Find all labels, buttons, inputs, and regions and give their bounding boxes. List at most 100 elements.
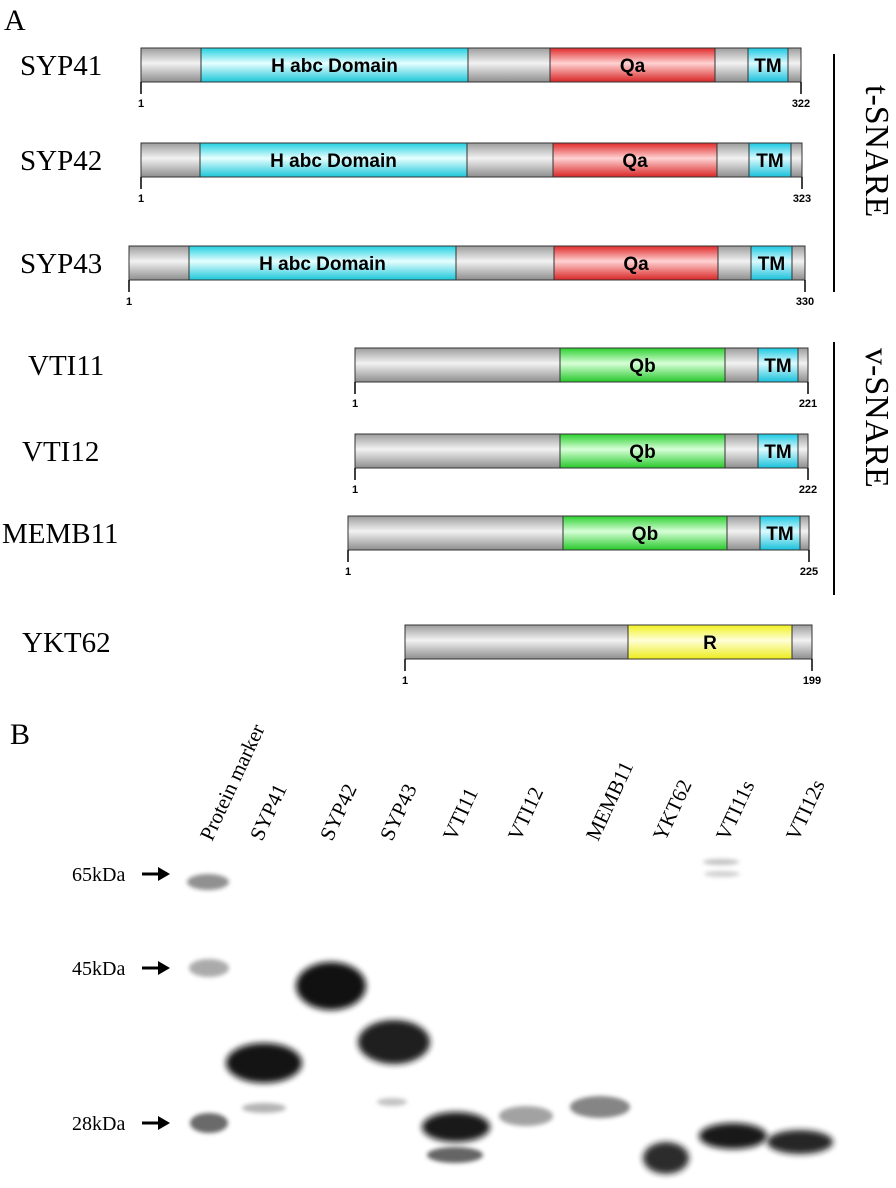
domain-qb-vti12 xyxy=(559,433,726,469)
protein-row-syp41: SYP41 H abc Domain Qa TM 1 322 xyxy=(20,47,810,110)
domain-label-tm-vti12: TM xyxy=(764,442,791,463)
protein-row-syp42: SYP42 H abc Domain Qa TM 1 323 xyxy=(20,142,811,205)
band-vti11s-faint-upper xyxy=(703,859,739,865)
domain-label-qa-syp41: Qa xyxy=(620,56,646,77)
lane-label-vti12s: VTI12s xyxy=(781,776,830,844)
band-vti11s-faint-lower xyxy=(704,871,740,877)
domain-label-habc-syp41: H abc Domain xyxy=(271,56,398,77)
panel-a-label: A xyxy=(4,4,26,37)
start-residue-vti11: 1 xyxy=(352,398,358,410)
domain-label-qb-vti12: Qb xyxy=(629,442,655,463)
lane-label-memb11: MEMB11 xyxy=(581,757,638,844)
marker-label-28kda: 28kDa xyxy=(72,1113,125,1135)
domain-tm-memb11 xyxy=(759,515,801,551)
domain-label-tm-syp41: TM xyxy=(754,56,781,77)
band-vti11s xyxy=(699,1123,767,1149)
band-ykt62 xyxy=(643,1142,689,1174)
domain-qb-vti11 xyxy=(559,347,726,383)
lane-label-vti11s: VTI11s xyxy=(711,777,760,845)
lane-label-vti11: VTI11 xyxy=(438,784,483,844)
protein-row-vti11: VTI11 Qb TM 1 221 xyxy=(28,347,817,410)
marker-label-65kda: 65kDa xyxy=(72,864,125,886)
end-residue-vti11: 221 xyxy=(799,398,817,410)
band-syp41-minor xyxy=(242,1103,286,1113)
lane-label-syp42: SYP42 xyxy=(315,780,362,844)
band-syp43 xyxy=(358,1020,430,1064)
band-vti12 xyxy=(499,1106,553,1126)
protein-name-syp41: SYP41 xyxy=(20,50,102,82)
lane-label-syp43: SYP43 xyxy=(375,780,422,844)
domain-label-habc-syp42: H abc Domain xyxy=(270,151,397,172)
protein-name-ykt62: YKT62 xyxy=(22,627,111,659)
domain-qa-syp42 xyxy=(552,142,718,178)
start-residue-ykt62: 1 xyxy=(402,675,408,687)
domain-qb-memb11 xyxy=(562,515,728,551)
protein-name-syp42: SYP42 xyxy=(20,145,102,177)
domain-tm-syp42 xyxy=(748,142,792,178)
domain-label-tm-syp43: TM xyxy=(758,254,785,275)
protein-row-syp43: SYP43 H abc Domain Qa TM 1 330 xyxy=(20,245,814,308)
protein-row-memb11: MEMB11 Qb TM 1 225 xyxy=(2,515,818,578)
start-residue-syp42: 1 xyxy=(138,193,144,205)
arrow-right-icon xyxy=(158,1116,170,1130)
band-vti11 xyxy=(422,1112,490,1142)
marker-28kda: 28kDa xyxy=(72,1113,170,1135)
domain-qa-syp41 xyxy=(549,47,716,83)
domain-r-ykt62 xyxy=(627,624,793,660)
end-residue-memb11: 225 xyxy=(800,566,818,578)
marker-label-45kda: 45kDa xyxy=(72,958,125,980)
lane-label-ykt62: YKT62 xyxy=(648,776,697,844)
domain-label-tm-syp42: TM xyxy=(756,151,783,172)
domain-label-r-ykt62: R xyxy=(703,633,717,654)
group-label-t-snare: t-SNARE xyxy=(858,85,895,217)
protein-name-syp43: SYP43 xyxy=(20,248,102,280)
group-bracket-v-snare: v-SNARE xyxy=(833,342,895,595)
band-vti12s xyxy=(767,1130,833,1154)
protein-name-memb11: MEMB11 xyxy=(2,518,119,550)
domain-habc-syp41 xyxy=(200,47,469,83)
domain-habc-syp42 xyxy=(199,142,468,178)
start-residue-syp41: 1 xyxy=(138,98,144,110)
band-syp41 xyxy=(226,1043,302,1083)
band-marker-28kda xyxy=(190,1113,228,1133)
domain-qa-syp43 xyxy=(553,245,719,281)
domain-label-habc-syp43: H abc Domain xyxy=(259,254,386,275)
domain-tm-vti11 xyxy=(757,347,799,383)
band-marker-45kda xyxy=(189,959,229,977)
protein-name-vti11: VTI11 xyxy=(28,350,104,382)
end-residue-syp42: 323 xyxy=(793,193,811,205)
end-residue-syp43: 330 xyxy=(796,296,814,308)
band-marker-65kda xyxy=(187,874,229,890)
marker-65kda: 65kDa xyxy=(72,864,170,886)
end-residue-syp41: 322 xyxy=(792,98,810,110)
protein-row-ykt62: YKT62 R 1 199 xyxy=(22,624,821,687)
panel-b-label: B xyxy=(10,718,30,751)
band-syp42 xyxy=(296,962,366,1010)
domain-tm-syp41 xyxy=(747,47,789,83)
arrow-right-icon xyxy=(158,867,170,881)
band-memb11 xyxy=(570,1096,630,1118)
domain-label-qb-vti11: Qb xyxy=(629,356,655,377)
start-residue-memb11: 1 xyxy=(345,566,351,578)
domain-diagram-panel: SYP41 H abc Domain Qa TM 1 322 SYP42 H abc Doma… xyxy=(2,47,821,687)
domain-label-tm-vti11: TM xyxy=(764,356,791,377)
end-residue-vti12: 222 xyxy=(799,484,817,496)
arrow-right-icon xyxy=(158,961,170,975)
domain-tm-syp43 xyxy=(750,245,793,281)
protein-name-vti12: VTI12 xyxy=(22,436,99,468)
group-bracket-t-snare: t-SNARE xyxy=(833,54,895,292)
domain-tm-vti12 xyxy=(757,433,799,469)
band-vti11-lower xyxy=(427,1147,483,1163)
marker-45kda: 45kDa xyxy=(72,958,170,980)
domain-label-qa-syp43: Qa xyxy=(623,254,649,275)
domain-label-tm-memb11: TM xyxy=(766,524,793,545)
band-syp43-minor xyxy=(377,1098,407,1106)
protein-row-vti12: VTI12 Qb TM 1 222 xyxy=(22,433,817,496)
domain-habc-syp43 xyxy=(188,245,457,281)
group-label-v-snare: v-SNARE xyxy=(858,348,895,488)
end-residue-ykt62: 199 xyxy=(803,675,821,687)
lane-label-vti12: VTI12 xyxy=(503,783,548,844)
start-residue-vti12: 1 xyxy=(352,484,358,496)
